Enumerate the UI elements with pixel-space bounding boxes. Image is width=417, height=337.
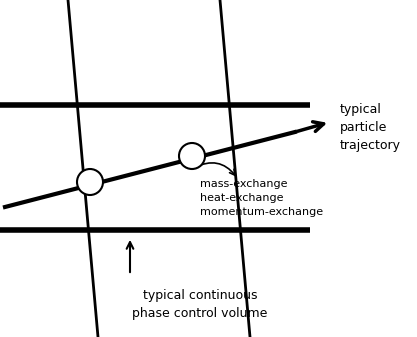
Text: mass-exchange
heat-exchange
momentum-exchange: mass-exchange heat-exchange momentum-exc…	[200, 179, 323, 217]
Circle shape	[179, 143, 205, 169]
Text: typical
particle
trajectory: typical particle trajectory	[340, 102, 401, 152]
Circle shape	[77, 169, 103, 195]
Text: typical continuous
phase control volume: typical continuous phase control volume	[132, 289, 268, 320]
